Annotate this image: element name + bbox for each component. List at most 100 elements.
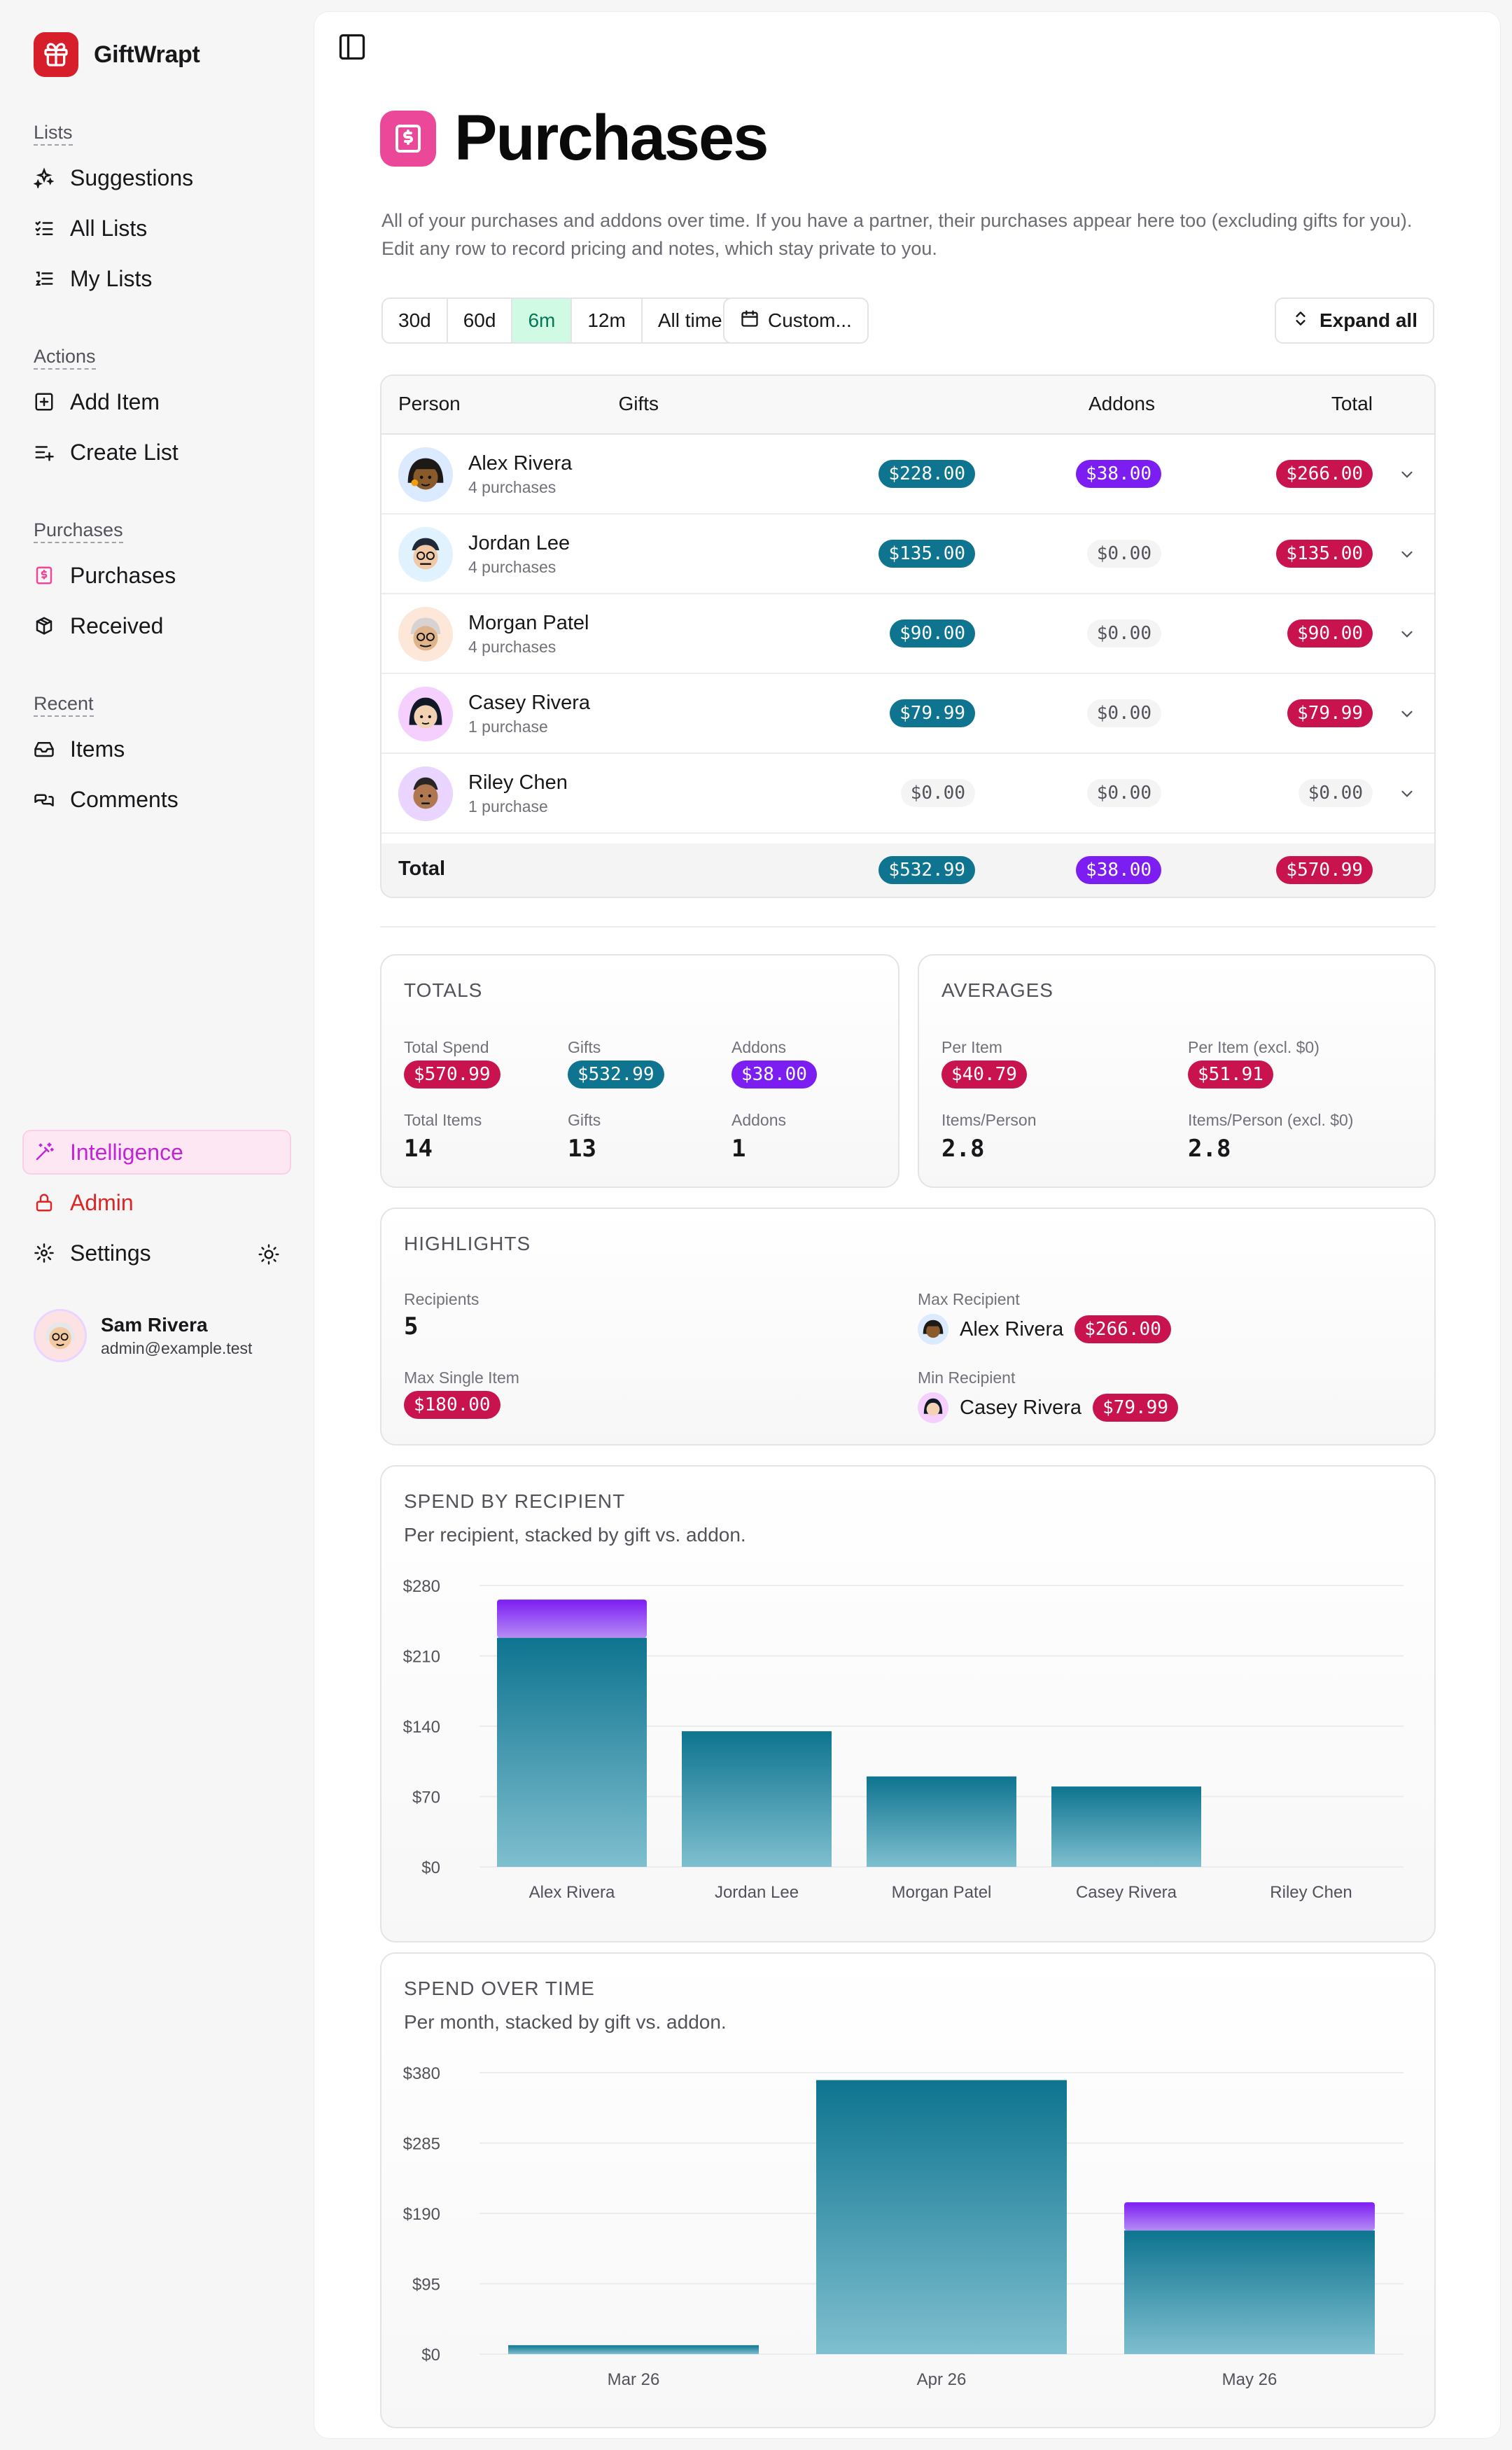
chevron-down-icon[interactable] (1398, 705, 1416, 723)
stat-label: Items/Person (excl. $0) (1188, 1111, 1354, 1129)
stat-label: Max Single Item (404, 1368, 519, 1387)
chevron-down-icon[interactable] (1398, 625, 1416, 643)
gifts-amount: $228.00 (878, 460, 975, 488)
nav-my-lists[interactable]: My Lists (34, 260, 152, 297)
stat-label: Per Item (941, 1038, 1002, 1056)
min-recipient[interactable]: Casey Rivera $79.99 (918, 1392, 1178, 1423)
stat-label: Total Items (404, 1111, 482, 1129)
chart-title: SPEND OVER TIME (404, 1977, 595, 1999)
nav-suggestions[interactable]: Suggestions (34, 160, 193, 196)
nav-label: All Lists (70, 215, 148, 241)
expand-all-button[interactable]: Expand all (1274, 298, 1434, 344)
addons-amount: $38.00 (1076, 460, 1161, 488)
table-row[interactable]: Riley Chen 1 purchase $0.00 $0.00 $0.00 (382, 754, 1434, 834)
person-cell: Riley Chen 1 purchase (398, 766, 568, 821)
x-tick-label: Riley Chen (1270, 1883, 1352, 1902)
range-12m-button[interactable]: 12m (572, 299, 643, 342)
person-name: Jordan Lee (468, 532, 570, 554)
stat-label: Min Recipient (918, 1368, 1016, 1387)
y-tick-label: $285 (403, 2135, 440, 2154)
sidebar-toggle-icon[interactable] (337, 31, 368, 62)
nav-label: Items (70, 736, 125, 762)
nav-intelligence-highlight (22, 1130, 291, 1175)
nav-label: Intelligence (70, 1139, 183, 1165)
person-cell: Alex Rivera 4 purchases (398, 447, 572, 502)
nav-label: Settings (70, 1240, 151, 1266)
person-cell: Morgan Patel 4 purchases (398, 607, 589, 662)
range-30d-button[interactable]: 30d (383, 299, 448, 342)
bar-gifts (1124, 2230, 1375, 2354)
spend-over-time-chart: $0 $95 $190 $285 $380 Mar 26 Apr 26 May 26 (403, 2064, 1404, 2389)
spend-by-recipient-chart: $0 $70 $140 $210 $280 Alex Rivera Jordan Lee Mo… (403, 1577, 1404, 1902)
footer-label: Total (398, 858, 446, 880)
chevron-down-icon[interactable] (1398, 545, 1416, 564)
nav-settings[interactable]: Settings (34, 1235, 151, 1271)
table-row[interactable]: Jordan Lee 4 purchases $135.00 $0.00 $13… (382, 514, 1434, 594)
page-header: Purchases (380, 102, 769, 175)
x-tick-label: Apr 26 (917, 2370, 967, 2389)
table-row[interactable]: Alex Rivera 4 purchases $228.00 $38.00 $… (382, 435, 1434, 514)
recipients-value: 5 (404, 1312, 419, 1340)
nav-all-lists[interactable]: All Lists (34, 210, 147, 246)
stat-label: Addons (732, 1111, 787, 1129)
nav-label: Suggestions (70, 164, 194, 190)
table-row[interactable]: Casey Rivera 1 purchase $79.99 $0.00 $79… (382, 674, 1434, 754)
nav-received[interactable]: Received (34, 608, 163, 644)
purchases-table: Person Gifts Addons Total Alex Rivera 4 … (380, 374, 1436, 898)
nav-label: Received (70, 612, 164, 638)
per-item-value: $40.79 (941, 1060, 1027, 1088)
x-tick-label: Jordan Lee (715, 1883, 799, 1902)
bar-gifts (867, 1776, 1016, 1867)
addon-items-value: 1 (732, 1135, 746, 1163)
person-name: Alex Rivera (468, 452, 573, 475)
nav-label: My Lists (70, 265, 153, 291)
stat-label: Gifts (568, 1038, 601, 1056)
chevron-down-icon[interactable] (1398, 785, 1416, 803)
user-card[interactable]: Sam Rivera admin@example.test (34, 1309, 252, 1362)
user-name: Sam Rivera (101, 1313, 208, 1336)
avatar (398, 447, 453, 502)
avatar (34, 1309, 87, 1362)
nav-purchases[interactable]: Purchases (34, 557, 176, 594)
total-amount: $0.00 (1298, 779, 1373, 807)
avatar (398, 687, 453, 741)
nav-admin[interactable]: Admin (34, 1184, 134, 1221)
min-recipient-name: Casey Rivera (960, 1396, 1082, 1419)
bar-gifts (508, 2345, 759, 2354)
nav-create-list[interactable]: Create List (34, 434, 178, 470)
x-tick-label: Morgan Patel (892, 1883, 992, 1902)
bar-addons (497, 1600, 647, 1638)
page-title: Purchases (454, 102, 769, 174)
range-all-time-button[interactable]: All time (657, 309, 722, 331)
nav-comments[interactable]: Comments (34, 781, 178, 818)
custom-range-button[interactable]: Custom... (723, 298, 869, 344)
max-recipient[interactable]: Alex Rivera $266.00 (918, 1314, 1171, 1345)
items-person-value: 2.8 (941, 1135, 985, 1163)
card-title: TOTALS (404, 979, 483, 1001)
app-name: GiftWrapt (94, 41, 200, 68)
gifts-amount: $0.00 (900, 779, 975, 807)
theme-toggle-sun-icon[interactable] (258, 1243, 280, 1266)
avatar (398, 527, 453, 582)
nav-items[interactable]: Items (34, 731, 125, 767)
brand[interactable]: GiftWrapt (34, 32, 200, 77)
receipt-icon (34, 565, 55, 586)
gifts-amount: $79.99 (890, 699, 975, 727)
chart-subtitle: Per recipient, stacked by gift vs. addon… (404, 1524, 746, 1546)
table-header: Person Gifts Addons Total (382, 376, 1434, 435)
max-recipient-value: $266.00 (1074, 1315, 1171, 1343)
nav-add-item[interactable]: Add Item (34, 384, 160, 420)
person-name: Riley Chen (468, 771, 568, 794)
max-item-value: $180.00 (404, 1391, 500, 1419)
column-header-person: Person (398, 393, 461, 414)
range-6m-button[interactable]: 6m (512, 299, 573, 342)
person-name: Casey Rivera (468, 692, 591, 714)
chevron-down-icon[interactable] (1398, 465, 1416, 484)
lock-icon (34, 1192, 55, 1213)
range-60d-button[interactable]: 60d (448, 299, 513, 342)
section-label-purchases: Purchases (34, 519, 123, 543)
person-name: Morgan Patel (468, 612, 589, 634)
nav-intelligence[interactable]: Intelligence (34, 1134, 183, 1170)
table-row[interactable]: Morgan Patel 4 purchases $90.00 $0.00 $9… (382, 594, 1434, 674)
total-amount: $90.00 (1287, 620, 1373, 648)
